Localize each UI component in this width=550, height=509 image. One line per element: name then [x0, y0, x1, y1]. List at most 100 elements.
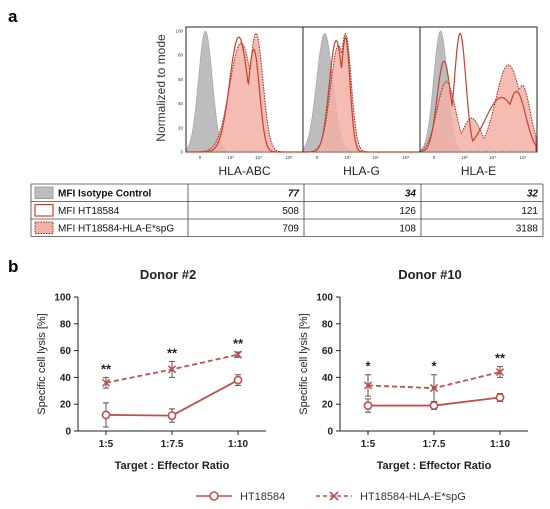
ht18584-point	[167, 411, 177, 420]
histogram-panel: 0 10³ 10⁴ 10⁵ HLA-G	[302, 26, 421, 178]
table-cell: 34	[405, 189, 417, 200]
y-tick-label: 100	[316, 293, 333, 304]
table-row-label: MFI HT18584-HLA-E*spG	[58, 224, 174, 235]
histogram-xtick: 10⁵	[403, 155, 410, 160]
histogram-xtick: 10⁴	[255, 155, 262, 160]
spg-point	[363, 381, 373, 390]
legend-marker-ht18584	[209, 491, 219, 501]
legend-label-spg: HT18584-HLA-E*spG	[360, 491, 466, 503]
chart-title: Donor #2	[140, 267, 196, 282]
donor-2-chart: Donor #2 0 20 40 60 80 100 1:5 1:7.5 1:10 Target :…	[36, 267, 266, 472]
significance-marker: **	[233, 336, 244, 351]
y-tick-label: 100	[54, 293, 71, 304]
histogram-ytick: 80	[178, 53, 184, 58]
histogram-ytick: 20	[178, 125, 184, 130]
legend-label-ht18584: HT18584	[240, 491, 285, 503]
table-cell: 126	[399, 206, 416, 217]
spg-point	[167, 365, 177, 374]
spg-point	[233, 350, 243, 359]
spg-point	[495, 367, 505, 377]
table-cell: 108	[399, 224, 416, 235]
histogram-ytick: 60	[178, 77, 184, 82]
panel-a: a Normalized to mode 0 10³ 10⁴ 10⁵ HLA-ABC 0 1…	[8, 7, 544, 237]
ht18584-swatch	[34, 203, 54, 217]
ht18584-point	[429, 401, 439, 410]
table-cell: 508	[282, 206, 299, 217]
panel-b: b Donor #2 0 20 40 60 80 100 1:5 1:7.5 1:10 Target…	[8, 257, 528, 503]
table-row: MFI Isotype Control 77 34 32	[34, 186, 539, 200]
isotype-swatch	[34, 186, 54, 199]
histogram-xtick: 10³	[344, 155, 351, 160]
histogram-panel: 0 10³ 10⁴ 10⁵ HLA-E	[419, 26, 538, 178]
table-row: MFI HT18584-HLA-E*spG 709 108 3188	[34, 221, 539, 235]
ht18584-point	[495, 393, 505, 402]
significance-marker: **	[495, 351, 506, 366]
y-axis-label: Specific cell lysis [%]	[298, 313, 310, 414]
histogram-ytick: 100	[175, 29, 183, 34]
ht18584-point	[233, 375, 243, 385]
significance-marker: **	[167, 345, 178, 360]
table-cell: 77	[288, 189, 300, 200]
y-axis-label: Specific cell lysis [%]	[36, 313, 48, 414]
significance-marker: **	[101, 361, 112, 376]
histogram-xtick: 0	[433, 155, 436, 160]
histogram-ytick: 0	[180, 150, 183, 155]
table-row: MFI HT18584 508 126 121	[34, 203, 538, 217]
x-tick-label: 1:5	[99, 439, 114, 450]
histogram-xtick: 10⁵	[286, 155, 293, 160]
x-tick-label: 1:7.5	[423, 439, 446, 450]
x-tick-label: 1:10	[490, 439, 510, 450]
chart-title: Donor #10	[398, 267, 462, 282]
legend: HT18584 HT18584-HLA-E*spG	[196, 491, 466, 503]
y-tick-label: 60	[60, 346, 72, 357]
legend-marker-spg	[329, 491, 339, 501]
y-tick-label: 20	[322, 400, 334, 411]
x-tick-label: 1:7.5	[161, 439, 184, 450]
ht18584-histogram	[304, 36, 419, 153]
y-tick-label: 80	[322, 319, 334, 330]
ht18584-point	[363, 401, 373, 410]
histogram-panel: 0 10³ 10⁴ 10⁵ HLA-ABC	[185, 26, 304, 178]
mfi-table: MFI Isotype Control 77 34 32 MFI HT18584 508 1…	[30, 183, 544, 237]
histogram-xtick: 0	[316, 155, 319, 160]
significance-marker: *	[431, 359, 437, 374]
histogram-xtick: 10⁴	[372, 155, 379, 160]
ht18584-point	[101, 410, 111, 420]
histogram-xtick: 10⁵	[520, 155, 527, 160]
table-cell: 3188	[516, 224, 539, 235]
y-tick-label: 0	[65, 427, 71, 438]
spg-point	[101, 378, 111, 387]
panel-a-letter: a	[8, 7, 18, 26]
y-tick-label: 80	[60, 319, 72, 330]
spg-point	[429, 384, 439, 393]
table-cell: 709	[282, 224, 299, 235]
ht18584-histogram	[420, 32, 537, 153]
histogram-xtick: 10³	[227, 155, 234, 160]
table-cell: 121	[521, 206, 538, 217]
ht18584-histogram	[187, 36, 302, 153]
histogram-label: HLA-ABC	[218, 164, 270, 178]
x-tick-label: 1:5	[361, 439, 376, 450]
panel-b-letter: b	[8, 257, 18, 276]
y-tick-label: 60	[322, 346, 334, 357]
histogram-ytick: 40	[178, 101, 184, 106]
significance-marker: *	[365, 359, 371, 374]
histogram-xtick: 0	[199, 155, 202, 160]
table-row-label: MFI Isotype Control	[58, 189, 152, 200]
histogram-ylabel: Normalized to mode	[154, 34, 168, 142]
histogram-label: HLA-G	[343, 164, 380, 178]
spg-swatch	[34, 221, 54, 234]
y-tick-label: 40	[322, 373, 334, 384]
y-tick-label: 0	[327, 427, 333, 438]
donor-10-chart: Donor #10 0 20 40 60 80 100 1:5 1:7.5 1:10 Target …	[298, 267, 528, 472]
table-cell: 32	[527, 189, 539, 200]
histograms: 0 10³ 10⁴ 10⁵ HLA-ABC 0 10³ 10⁴ 10⁵ HLA-G 0 10³ 10⁴ 1…	[175, 26, 538, 178]
table-row-label: MFI HT18584	[58, 206, 120, 217]
histogram-xtick: 10⁴	[489, 155, 496, 160]
histogram-label: HLA-E	[461, 164, 496, 178]
x-axis-label: Target : Effector Ratio	[115, 460, 230, 472]
spg-histogram	[187, 32, 302, 153]
x-axis-label: Target : Effector Ratio	[377, 460, 492, 472]
x-tick-label: 1:10	[228, 439, 248, 450]
